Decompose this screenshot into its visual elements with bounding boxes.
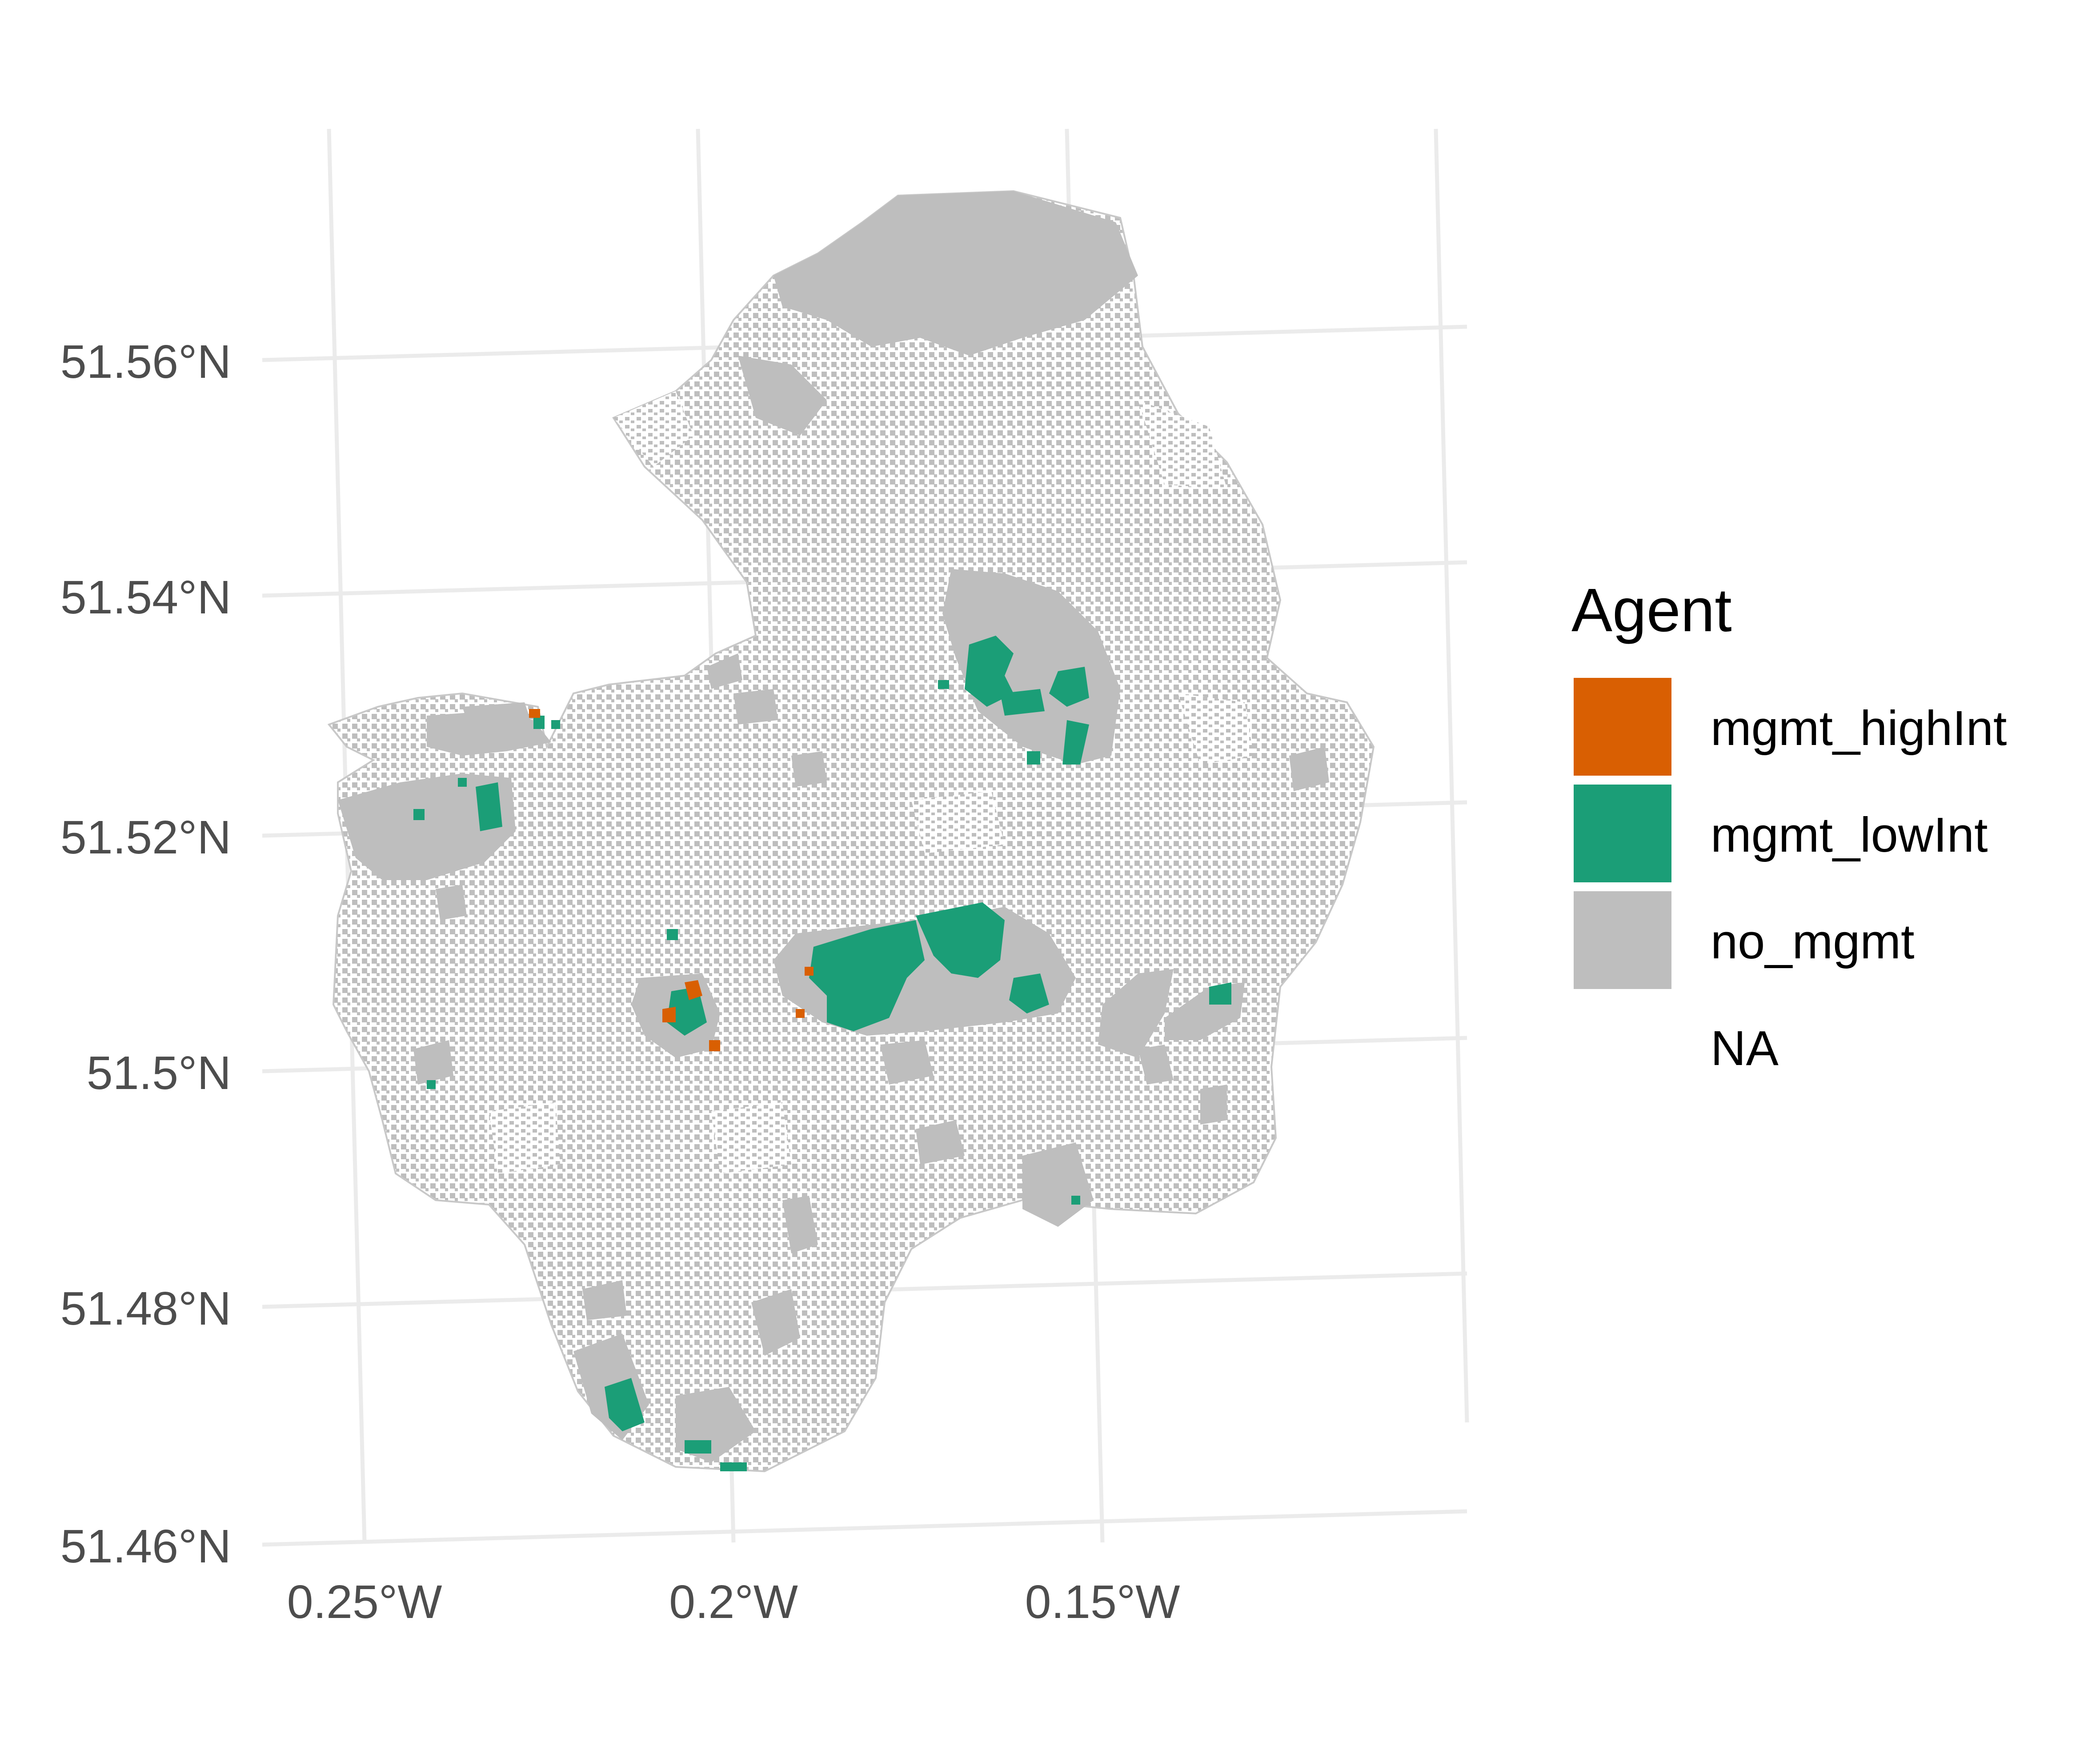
latitude-axis: 51.56°N 51.54°N 51.52°N 51.5°N 51.48°N 5… bbox=[60, 336, 231, 1573]
highint-north-west bbox=[529, 709, 540, 718]
lowint-hyde-park-ne bbox=[1009, 973, 1049, 1013]
legend-label: NA bbox=[1711, 1021, 1779, 1076]
south-grey-c bbox=[751, 1289, 800, 1356]
longitude-axis: 0.25°W 0.2°W 0.15°W bbox=[287, 1576, 1180, 1628]
texture-patch bbox=[711, 1102, 791, 1173]
lowint-regents-east bbox=[1049, 667, 1089, 707]
chelsea-grey bbox=[1022, 1142, 1094, 1227]
highint-kensington-b bbox=[662, 1007, 676, 1022]
texture-patch bbox=[489, 1102, 560, 1173]
lowint-dot bbox=[533, 716, 545, 729]
lat-tick-label: 51.56°N bbox=[60, 336, 231, 388]
borough-outline bbox=[327, 190, 1375, 1473]
lowint-hyde-park-east bbox=[916, 902, 1005, 978]
legend-label: no_mgmt bbox=[1711, 914, 1915, 969]
legend-swatch-mgmt-lowint bbox=[1574, 785, 1671, 882]
lon-gridline bbox=[1434, 128, 1469, 1423]
grey-block bbox=[1289, 747, 1329, 791]
lowint-regents-dot bbox=[1027, 751, 1040, 765]
regents-park-area bbox=[942, 569, 1120, 765]
mgmt-highint-areas bbox=[529, 709, 814, 1051]
legend-label: mgmt_lowInt bbox=[1711, 808, 1988, 862]
lat-tick-label: 51.5°N bbox=[87, 1047, 231, 1099]
grey-block bbox=[782, 1196, 818, 1253]
texture-patch bbox=[911, 791, 1005, 853]
lowint-dot bbox=[413, 809, 425, 820]
grey-block bbox=[1200, 1085, 1227, 1125]
lowint-regents-bottom bbox=[1062, 720, 1089, 765]
texture-patch bbox=[1138, 400, 1227, 489]
legend-label: mgmt_highInt bbox=[1711, 701, 2007, 756]
lat-tick-label: 51.46°N bbox=[60, 1520, 231, 1573]
grey-block bbox=[916, 1120, 965, 1165]
legend: Agent mgmt_highInt mgmt_lowInt no_mgmt N… bbox=[1571, 576, 2007, 1096]
grey-block bbox=[880, 1040, 934, 1085]
green-park-grey bbox=[1098, 969, 1174, 1058]
texture-patch bbox=[1178, 693, 1254, 765]
grey-block bbox=[733, 689, 778, 725]
grey-block bbox=[436, 885, 467, 920]
lowint-hyde-park-west bbox=[809, 920, 925, 1031]
lowint-dot bbox=[1071, 1196, 1080, 1205]
lowint-west-park bbox=[476, 782, 502, 831]
lat-tick-label: 51.48°N bbox=[60, 1282, 231, 1335]
urban-texture bbox=[489, 391, 1254, 1173]
highint-kensington-c bbox=[709, 1040, 720, 1051]
grey-block bbox=[462, 702, 533, 733]
lowint-dot bbox=[458, 778, 467, 787]
lon-tick-label: 0.2°W bbox=[669, 1576, 798, 1628]
lon-tick-label: 0.15°W bbox=[1025, 1576, 1180, 1628]
grey-block bbox=[582, 1280, 627, 1320]
highint-kensington bbox=[685, 980, 702, 1000]
lowint-dot bbox=[427, 1080, 436, 1089]
highint-hyde-park bbox=[796, 1009, 805, 1018]
lowint-kensington bbox=[667, 987, 707, 1036]
lowint-dot bbox=[551, 720, 560, 729]
lowint-regents-south bbox=[1000, 689, 1045, 716]
lat-gridline bbox=[262, 1509, 1467, 1547]
lowint-south-park bbox=[605, 1378, 645, 1431]
hampstead-heath-area bbox=[773, 191, 1138, 356]
lon-tick-label: 0.25°W bbox=[287, 1576, 442, 1628]
lowint-st-james bbox=[1209, 982, 1231, 1005]
legend-swatch-mgmt-highint bbox=[1574, 678, 1671, 776]
lowint-dot bbox=[667, 929, 678, 940]
borough-area bbox=[327, 190, 1375, 1473]
highint-hyde-park-b bbox=[805, 967, 814, 976]
texture-patch bbox=[613, 391, 693, 467]
grey-block bbox=[413, 1040, 453, 1085]
lowint-dot bbox=[938, 680, 949, 689]
grey-block bbox=[1138, 1045, 1174, 1085]
legend-swatch-na bbox=[1574, 998, 1671, 1096]
lowint-south-dot bbox=[720, 1462, 747, 1471]
north-east-grey bbox=[738, 356, 827, 436]
lat-tick-label: 51.54°N bbox=[60, 571, 231, 624]
lowint-south-dot bbox=[685, 1440, 711, 1454]
lat-tick-label: 51.52°N bbox=[60, 811, 231, 864]
mgmt-lowint-areas bbox=[413, 636, 1231, 1471]
west-park-grey bbox=[338, 773, 516, 880]
grey-block bbox=[791, 751, 827, 787]
lowint-regents-north bbox=[965, 636, 1014, 707]
grey-block bbox=[707, 653, 742, 689]
legend-swatch-no-mgmt bbox=[1574, 891, 1671, 989]
legend-title: Agent bbox=[1571, 576, 1732, 645]
